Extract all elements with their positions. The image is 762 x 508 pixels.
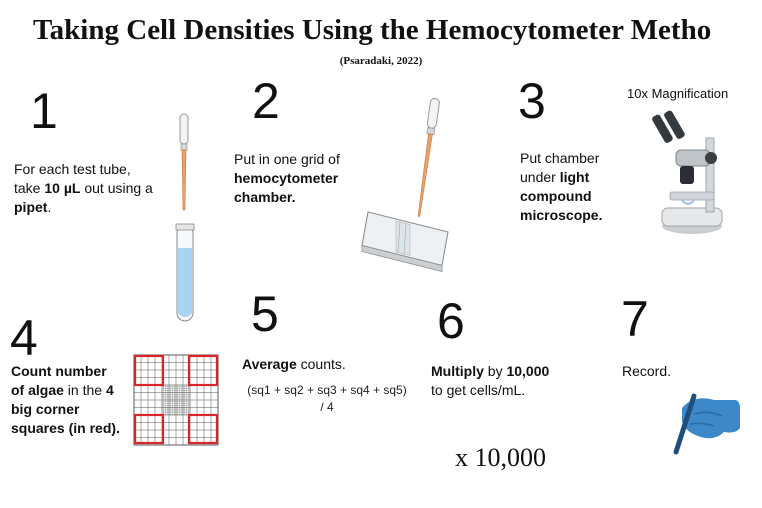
step-text-part: squares (in red). — [11, 420, 120, 436]
step-text-part: hemocytometer — [234, 170, 339, 186]
writing-hand-icon — [673, 393, 740, 455]
step-text-part: by — [483, 363, 507, 379]
microscope-icon — [652, 110, 723, 234]
step-5-number: 5 — [251, 286, 279, 342]
page-title: Taking Cell Densities Using the Hemocyto… — [33, 14, 712, 46]
step-text-part: Multiply — [431, 363, 484, 379]
step-text-part: compound — [520, 188, 592, 204]
step-4-number: 4 — [10, 310, 38, 366]
step-text-part: . — [47, 199, 52, 215]
citation: (Psaradaki, 2022) — [339, 55, 423, 67]
test-tube-icon — [175, 223, 195, 322]
corner-square-top-right — [187, 354, 219, 387]
step-5-text: Average counts. — [242, 355, 402, 374]
hemocytometer-slide-icon — [361, 97, 449, 272]
step-4-text: Count number of algae in the 4 big corner s… — [11, 362, 139, 438]
step-text-part: Average — [242, 356, 297, 372]
step-text-part: under — [520, 169, 560, 185]
step-1-number: 1 — [30, 83, 58, 139]
average-formula: (sq1 + sq2 + sq3 + sq4 + sq5) / 4 — [232, 382, 422, 416]
step-6-number: 6 — [437, 293, 465, 349]
step-7-number: 7 — [621, 291, 649, 347]
step-text-part: Count number — [11, 363, 107, 379]
step-text-part: microscope. — [520, 207, 603, 223]
step-6-text: Multiply by 10,000 to get cells/mL. — [431, 362, 601, 400]
pipet-icon — [179, 113, 189, 211]
step-text-part: out using a — [80, 180, 153, 196]
step-text-part: Put in one grid of — [234, 151, 340, 167]
step-text-part: to get cells/mL. — [431, 382, 526, 398]
step-text-part: of algae — [11, 382, 64, 398]
step-1-text: For each test tube, take 10 µL out using … — [14, 160, 184, 217]
step-text-part: big corner — [11, 401, 80, 417]
grid-icon — [133, 354, 219, 446]
step-text-part: pipet — [14, 199, 48, 215]
magnification-label: 10x Magnification — [627, 86, 729, 101]
step-text-part: light — [559, 169, 590, 185]
step-3-number: 3 — [518, 73, 546, 129]
step-2-number: 2 — [252, 73, 280, 129]
step-text-part: Put chamber — [520, 150, 600, 166]
step-2-text: Put in one grid of hemocytometer chamber. — [234, 150, 384, 207]
step-text-part: 10 µL — [44, 180, 81, 196]
step-text-part: 10,000 — [506, 363, 550, 379]
step-7-text: Record. — [622, 362, 722, 381]
corner-square-top-left — [133, 354, 165, 387]
formula-line-1: (sq1 + sq2 + sq3 + sq4 + sq5) — [247, 383, 407, 397]
step-text-part: 4 — [105, 382, 114, 398]
step-text-part: Record. — [622, 363, 672, 379]
step-text-part: counts. — [296, 356, 346, 372]
step-text-part: chamber. — [234, 189, 296, 205]
corner-square-bottom-left — [133, 413, 165, 445]
step-text-part: take — [14, 180, 45, 196]
formula-line-2: / 4 — [320, 400, 334, 414]
multiplier-text: x 10,000 — [455, 443, 546, 472]
step-text-part: For each test tube, — [14, 161, 131, 177]
step-3-text: Put chamber under light compound microscope… — [520, 149, 640, 225]
step-text-part: in the — [63, 382, 106, 398]
corner-square-bottom-right — [187, 413, 219, 445]
